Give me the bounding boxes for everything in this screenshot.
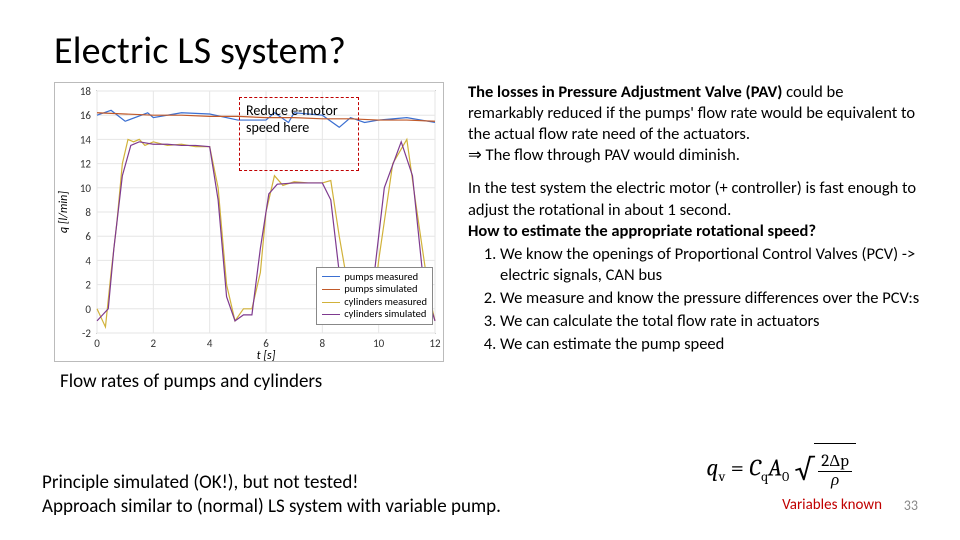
svg-text:8: 8 xyxy=(85,206,91,219)
svg-text:0: 0 xyxy=(85,303,91,316)
step-item: We can calculate the total flow rate in … xyxy=(500,311,920,332)
svg-text:10: 10 xyxy=(80,182,92,195)
flow-formula: qv = CqA0 √2Δpρ xyxy=(706,443,856,490)
step-item: We measure and know the pressure differe… xyxy=(500,288,920,309)
test-system-text: In the test system the electric motor (+… xyxy=(468,178,916,219)
left-column: 024681012-2024681012141618t [s]q [l/min]… xyxy=(54,82,444,393)
implication: ⇒ The flow through PAV would diminish. xyxy=(468,145,740,165)
flow-chart: 024681012-2024681012141618t [s]q [l/min]… xyxy=(54,82,444,362)
right-column: The losses in Pressure Adjustment Valve … xyxy=(468,82,920,367)
svg-text:6: 6 xyxy=(85,230,91,243)
losses-paragraph: The losses in Pressure Adjustment Valve … xyxy=(468,82,920,166)
variables-known-label: Variables known xyxy=(782,496,882,514)
chart-legend: pumps measuredpumps simulatedcylinders m… xyxy=(316,267,433,325)
chart-caption: Flow rates of pumps and cylinders xyxy=(60,370,444,393)
page-number: 33 xyxy=(904,497,918,514)
svg-text:0: 0 xyxy=(94,337,100,350)
steps-list: We know the openings of Proportional Con… xyxy=(468,244,920,356)
how-estimate-heading: How to estimate the appropriate rotation… xyxy=(468,221,816,241)
bottom-line-2: Approach similar to (normal) LS system w… xyxy=(42,495,501,518)
test-system-paragraph: In the test system the electric motor (+… xyxy=(468,178,920,355)
svg-text:12: 12 xyxy=(80,158,92,171)
svg-text:-2: -2 xyxy=(82,327,91,340)
svg-text:8: 8 xyxy=(320,337,326,350)
svg-text:12: 12 xyxy=(429,337,441,350)
svg-text:4: 4 xyxy=(207,337,213,350)
svg-text:q [l/min]: q [l/min] xyxy=(57,191,71,233)
svg-text:2: 2 xyxy=(85,279,91,292)
svg-text:2: 2 xyxy=(151,337,157,350)
svg-text:10: 10 xyxy=(373,337,385,350)
svg-text:t [s]: t [s] xyxy=(257,349,276,363)
svg-text:18: 18 xyxy=(80,85,92,98)
step-item: We know the openings of Proportional Con… xyxy=(500,244,920,286)
losses-lead: The losses in Pressure Adjustment Valve … xyxy=(468,82,782,102)
svg-text:4: 4 xyxy=(85,254,91,267)
svg-text:16: 16 xyxy=(80,109,92,122)
reduce-emotor-annotation: Reduce e-motor speed here xyxy=(239,97,359,171)
svg-text:14: 14 xyxy=(80,133,92,146)
bottom-line-1: Principle simulated (OK!), but not teste… xyxy=(42,471,359,494)
step-item: We can estimate the pump speed xyxy=(500,334,920,355)
slide-title: Electric LS system? xyxy=(54,28,920,74)
content-columns: 024681012-2024681012141618t [s]q [l/min]… xyxy=(54,82,920,393)
